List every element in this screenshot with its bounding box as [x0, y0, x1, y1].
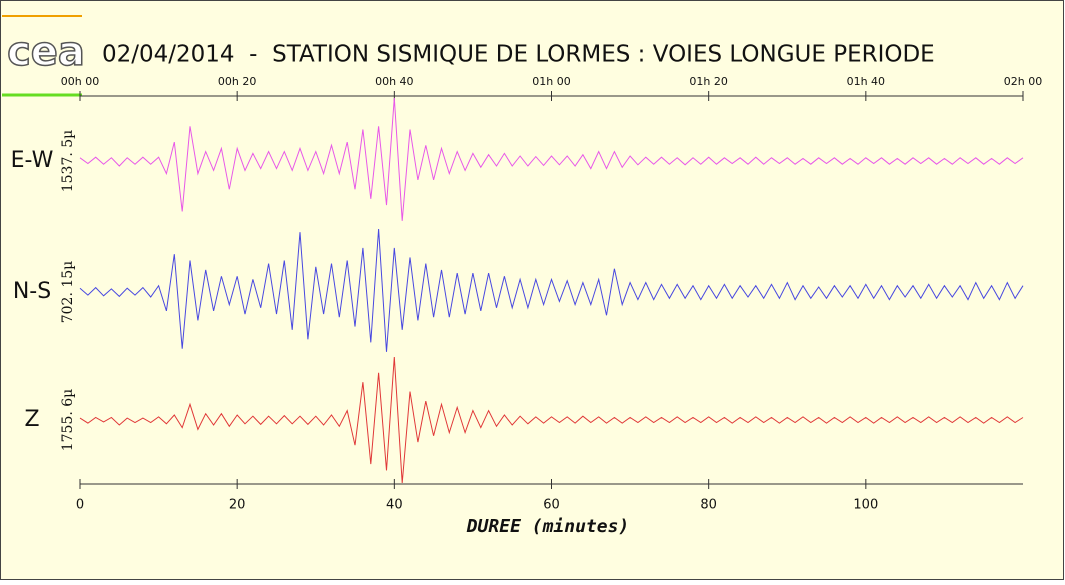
trace	[79, 356, 1024, 484]
x-tick-label: 0	[76, 498, 84, 513]
trace	[79, 228, 1024, 352]
top-tick-label: 00h 40	[375, 75, 413, 88]
logo: cea	[7, 29, 85, 75]
trace	[79, 97, 1024, 221]
channel-label: Z	[24, 407, 39, 432]
x-tick-label: 60	[543, 498, 560, 513]
channel-label: E-W	[11, 148, 54, 173]
channel-label: N-S	[13, 279, 51, 304]
top-tick-label: 00h 20	[218, 75, 256, 88]
x-axis-label: DUREE (minutes)	[466, 516, 630, 537]
top-tick-label: 00h 00	[61, 75, 99, 88]
x-tick-label: 20	[229, 498, 246, 513]
top-tick-label: 01h 40	[847, 75, 885, 88]
scale-label: 1755. 6µ	[60, 389, 76, 452]
chart-title: 02/04/2014 - STATION SISMIQUE DE LORMES …	[102, 42, 935, 68]
x-tick-label: 80	[700, 498, 717, 513]
top-tick-label: 01h 20	[689, 75, 727, 88]
top-tick-label: 02h 00	[1004, 75, 1042, 88]
scale-label: 1537. 5µ	[60, 130, 76, 193]
scale-label: 702. 15µ	[60, 261, 76, 324]
x-tick-label: 100	[853, 498, 878, 513]
x-tick-label: 40	[386, 498, 403, 513]
top-tick-label: 01h 00	[532, 75, 570, 88]
